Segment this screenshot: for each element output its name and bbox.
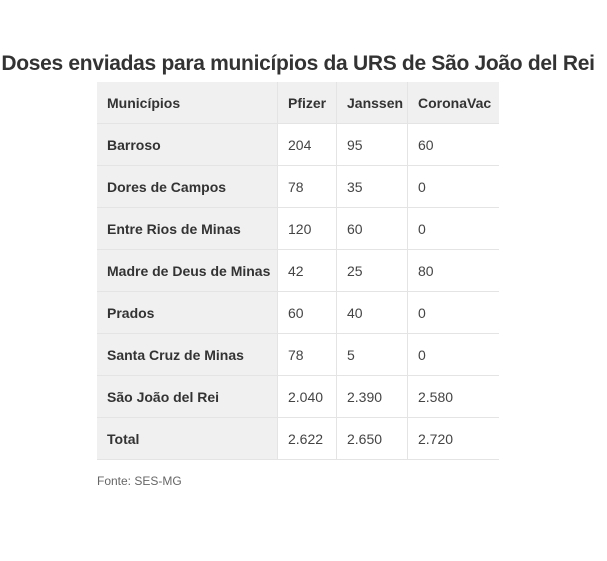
coronavac-total-cell: 2.720 <box>407 417 499 460</box>
municipio-cell: Entre Rios de Minas <box>97 207 278 250</box>
pfizer-cell: 204 <box>277 123 337 166</box>
pfizer-cell: 120 <box>277 207 337 250</box>
janssen-cell: 60 <box>336 207 408 250</box>
janssen-cell: 25 <box>336 249 408 292</box>
coronavac-cell: 80 <box>407 249 499 292</box>
table-title: Doses enviadas para municípios da URS de… <box>1 52 595 75</box>
janssen-cell: 5 <box>336 333 408 376</box>
municipio-cell: Prados <box>97 291 278 334</box>
source-note: Fonte: SES-MG <box>97 474 182 488</box>
table-row: Santa Cruz de Minas 78 5 0 <box>97 333 499 376</box>
municipio-cell: Barroso <box>97 123 278 166</box>
coronavac-cell: 0 <box>407 291 499 334</box>
column-header-janssen: Janssen <box>336 82 408 124</box>
column-header-pfizer: Pfizer <box>277 82 337 124</box>
janssen-cell: 2.390 <box>336 375 408 418</box>
pfizer-cell: 2.040 <box>277 375 337 418</box>
table-row: Madre de Deus de Minas 42 25 80 <box>97 249 499 292</box>
coronavac-cell: 0 <box>407 165 499 208</box>
column-header-coronavac: CoronaVac <box>407 82 499 124</box>
table-row: Barroso 204 95 60 <box>97 123 499 166</box>
pfizer-cell: 60 <box>277 291 337 334</box>
coronavac-cell: 60 <box>407 123 499 166</box>
janssen-cell: 95 <box>336 123 408 166</box>
municipio-cell: Santa Cruz de Minas <box>97 333 278 376</box>
pfizer-cell: 78 <box>277 165 337 208</box>
janssen-cell: 35 <box>336 165 408 208</box>
column-header-municipios: Municípios <box>97 82 278 124</box>
pfizer-cell: 42 <box>277 249 337 292</box>
table-row: Dores de Campos 78 35 0 <box>97 165 499 208</box>
doses-table: Municípios Pfizer Janssen CoronaVac Barr… <box>97 82 499 460</box>
coronavac-cell: 0 <box>407 207 499 250</box>
table-header-row: Municípios Pfizer Janssen CoronaVac <box>97 82 499 124</box>
table-row: São João del Rei 2.040 2.390 2.580 <box>97 375 499 418</box>
table-row: Prados 60 40 0 <box>97 291 499 334</box>
janssen-total-cell: 2.650 <box>336 417 408 460</box>
coronavac-cell: 0 <box>407 333 499 376</box>
coronavac-cell: 2.580 <box>407 375 499 418</box>
table-total-row: Total 2.622 2.650 2.720 <box>97 417 499 460</box>
pfizer-total-cell: 2.622 <box>277 417 337 460</box>
janssen-cell: 40 <box>336 291 408 334</box>
table-row: Entre Rios de Minas 120 60 0 <box>97 207 499 250</box>
total-label-cell: Total <box>97 417 278 460</box>
municipio-cell: Madre de Deus de Minas <box>97 249 278 292</box>
municipio-cell: São João del Rei <box>97 375 278 418</box>
pfizer-cell: 78 <box>277 333 337 376</box>
municipio-cell: Dores de Campos <box>97 165 278 208</box>
